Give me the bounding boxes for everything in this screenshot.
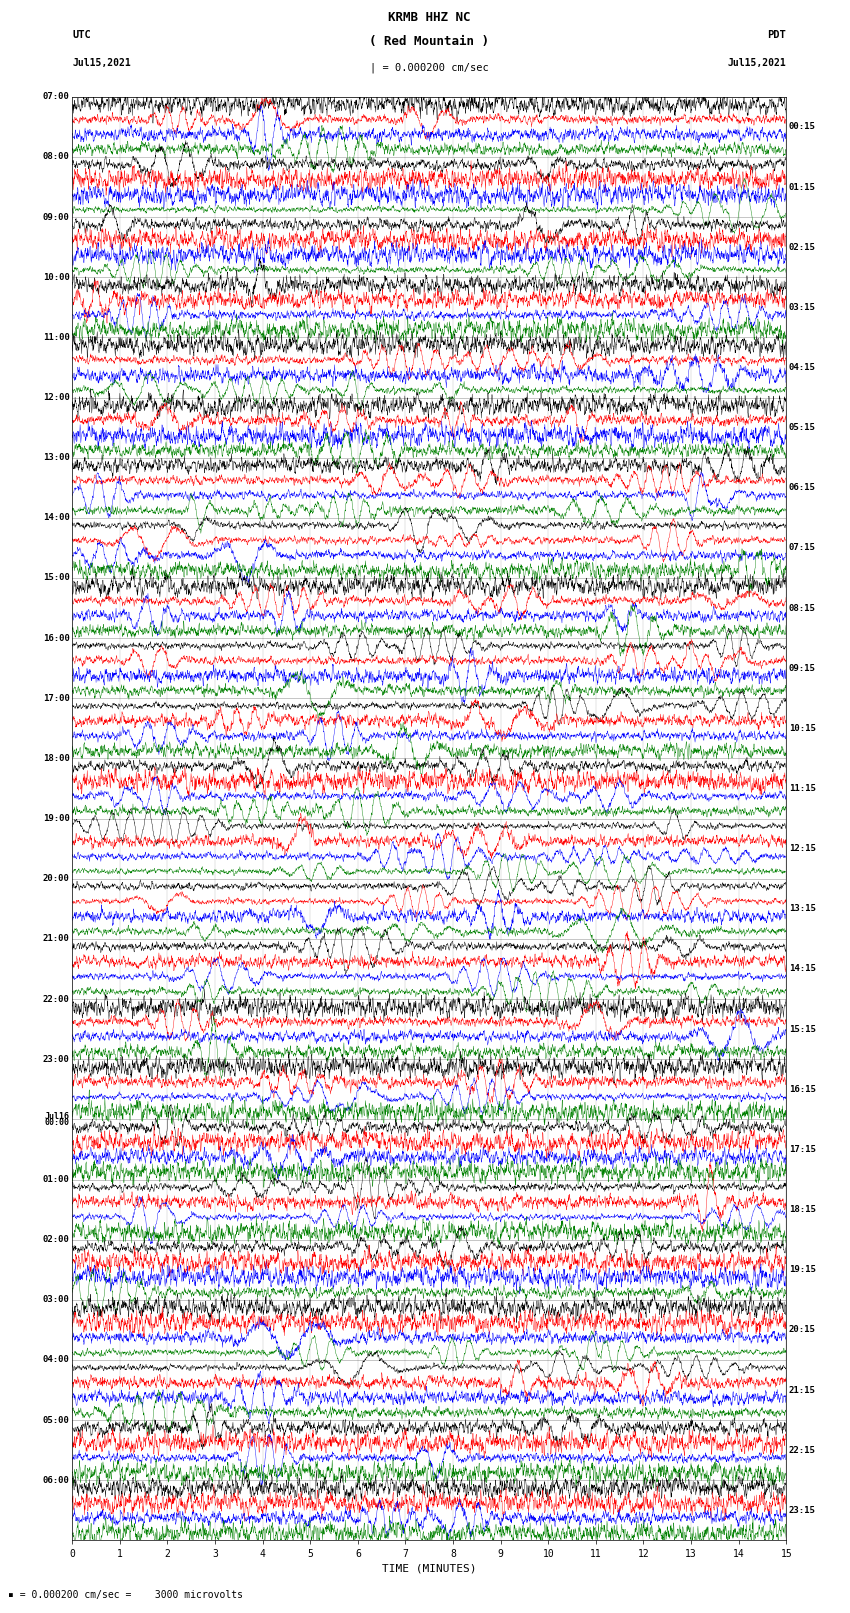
Text: 10:15: 10:15 [789,724,816,732]
Text: 21:15: 21:15 [789,1386,816,1395]
Text: 11:15: 11:15 [789,784,816,794]
Text: Jul15,2021: Jul15,2021 [728,58,786,68]
Text: ▪ = 0.000200 cm/sec =    3000 microvolts: ▪ = 0.000200 cm/sec = 3000 microvolts [8,1590,243,1600]
Text: PDT: PDT [768,31,786,40]
Text: 23:15: 23:15 [789,1507,816,1515]
Text: 05:00: 05:00 [42,1416,70,1424]
Text: 04:15: 04:15 [789,363,816,373]
Text: 07:00: 07:00 [42,92,70,102]
Text: 15:00: 15:00 [42,574,70,582]
Text: 19:00: 19:00 [42,815,70,823]
Text: 13:15: 13:15 [789,905,816,913]
Text: 09:00: 09:00 [42,213,70,221]
Text: 18:00: 18:00 [42,753,70,763]
Text: 06:15: 06:15 [789,484,816,492]
Text: 05:15: 05:15 [789,423,816,432]
Text: 21:00: 21:00 [42,934,70,944]
Text: 10:00: 10:00 [42,273,70,282]
Text: 16:15: 16:15 [789,1086,816,1094]
Text: | = 0.000200 cm/sec: | = 0.000200 cm/sec [370,61,489,73]
Text: 15:15: 15:15 [789,1024,816,1034]
Text: 14:15: 14:15 [789,965,816,974]
Text: 13:00: 13:00 [42,453,70,463]
Text: 17:00: 17:00 [42,694,70,703]
Text: 03:00: 03:00 [42,1295,70,1305]
Text: 12:15: 12:15 [789,844,816,853]
Text: UTC: UTC [72,31,91,40]
Text: 02:15: 02:15 [789,242,816,252]
X-axis label: TIME (MINUTES): TIME (MINUTES) [382,1563,477,1574]
Text: 16:00: 16:00 [42,634,70,642]
Text: Jul15,2021: Jul15,2021 [72,58,131,68]
Text: 00:15: 00:15 [789,123,816,131]
Text: 11:00: 11:00 [42,332,70,342]
Text: 17:15: 17:15 [789,1145,816,1153]
Text: 22:15: 22:15 [789,1445,816,1455]
Text: Jul16: Jul16 [45,1111,70,1121]
Text: 19:15: 19:15 [789,1265,816,1274]
Text: 04:00: 04:00 [42,1355,70,1365]
Text: 09:15: 09:15 [789,663,816,673]
Text: 12:00: 12:00 [42,394,70,402]
Text: 20:15: 20:15 [789,1326,816,1334]
Text: 23:00: 23:00 [42,1055,70,1063]
Text: 14:00: 14:00 [42,513,70,523]
Text: 08:15: 08:15 [789,603,816,613]
Text: 06:00: 06:00 [42,1476,70,1484]
Text: ( Red Mountain ): ( Red Mountain ) [369,35,490,48]
Text: 01:00: 01:00 [42,1174,70,1184]
Text: 03:15: 03:15 [789,303,816,311]
Text: KRMB HHZ NC: KRMB HHZ NC [388,11,471,24]
Text: 18:15: 18:15 [789,1205,816,1215]
Text: 22:00: 22:00 [42,995,70,1003]
Text: 08:00: 08:00 [42,153,70,161]
Text: 00:00: 00:00 [45,1118,70,1127]
Text: 20:00: 20:00 [42,874,70,884]
Text: 02:00: 02:00 [42,1236,70,1244]
Text: 07:15: 07:15 [789,544,816,552]
Text: 01:15: 01:15 [789,182,816,192]
